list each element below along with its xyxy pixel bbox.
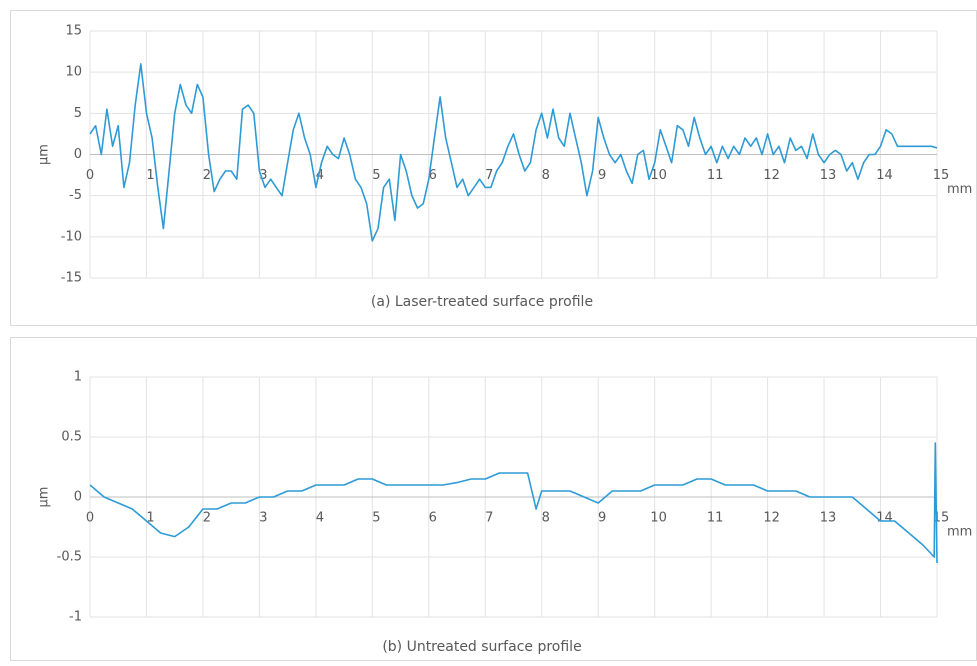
- x-tick-label: 3: [259, 511, 267, 526]
- y-axis-label: µm: [37, 487, 52, 508]
- y-tick-label: -0.5: [57, 550, 82, 565]
- x-tick-label: 7: [485, 511, 493, 526]
- x-tick-label: 3: [259, 168, 267, 183]
- x-tick-label: 15: [933, 168, 950, 183]
- x-tick-label: 1: [146, 511, 154, 526]
- y-tick-label: -10: [61, 229, 82, 244]
- x-axis-label: mm: [947, 525, 972, 540]
- chart-caption: (a) Laser-treated surface profile: [371, 294, 593, 310]
- x-tick-label: 10: [650, 168, 667, 183]
- x-tick-label: 11: [707, 511, 724, 526]
- panel-frame: [10, 10, 977, 326]
- x-tick-label: 4: [316, 511, 324, 526]
- profile-line: [89, 442, 938, 564]
- y-tick-label: -1: [69, 610, 82, 625]
- x-tick-label: 5: [372, 511, 380, 526]
- x-tick-label: 13: [820, 168, 837, 183]
- y-tick-label: 15: [65, 24, 82, 39]
- y-tick-label: 0: [74, 490, 82, 505]
- x-tick-label: 6: [429, 168, 437, 183]
- panel-frame: [10, 337, 977, 661]
- x-tick-label: 6: [429, 511, 437, 526]
- x-tick-label: 1: [146, 168, 154, 183]
- x-tick-label: 12: [763, 168, 780, 183]
- y-axis-label: µm: [37, 144, 52, 165]
- x-tick-label: 0: [86, 168, 94, 183]
- y-tick-label: 0.5: [61, 430, 82, 445]
- profile-line: [89, 63, 938, 242]
- x-tick-label: 13: [820, 511, 837, 526]
- x-tick-label: 12: [763, 511, 780, 526]
- x-tick-label: 9: [598, 511, 606, 526]
- x-tick-label: 11: [707, 168, 724, 183]
- y-tick-label: -15: [61, 271, 82, 286]
- x-tick-label: 14: [876, 511, 893, 526]
- y-tick-label: -5: [69, 188, 82, 203]
- x-tick-label: 7: [485, 168, 493, 183]
- x-tick-label: 8: [542, 168, 550, 183]
- x-tick-label: 10: [650, 511, 667, 526]
- x-tick-label: 2: [203, 511, 211, 526]
- y-tick-label: 0: [74, 147, 82, 162]
- x-tick-label: 8: [542, 511, 550, 526]
- y-tick-label: 10: [65, 65, 82, 80]
- x-tick-label: 14: [876, 168, 893, 183]
- chart-caption: (b) Untreated surface profile: [382, 639, 581, 655]
- x-axis-label: mm: [947, 182, 972, 197]
- x-tick-label: 2: [203, 168, 211, 183]
- x-tick-label: 0: [86, 511, 94, 526]
- x-tick-label: 9: [598, 168, 606, 183]
- x-tick-label: 5: [372, 168, 380, 183]
- y-tick-label: 1: [74, 370, 82, 385]
- y-tick-label: 5: [74, 106, 82, 121]
- x-tick-label: 4: [316, 168, 324, 183]
